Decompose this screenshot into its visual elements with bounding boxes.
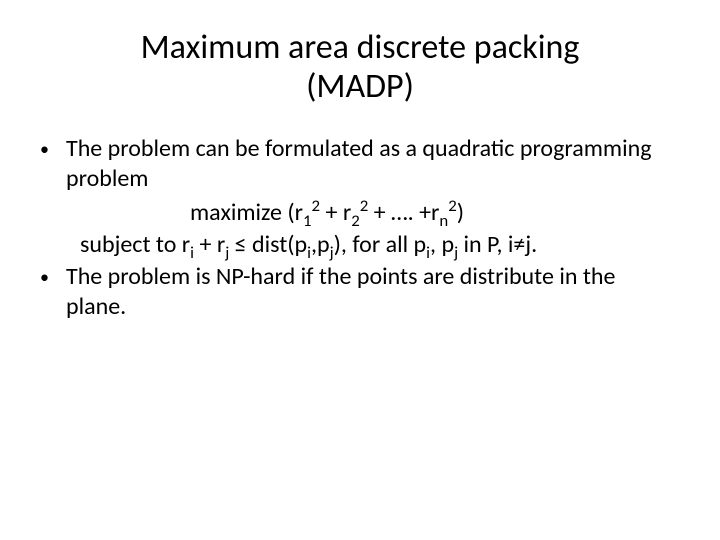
in-p: in P, i≠j. <box>458 230 537 259</box>
bullet-item-1: • The problem can be formulated as a qua… <box>40 134 680 194</box>
sub-n: n <box>439 210 448 231</box>
bullet-marker: • <box>40 134 66 194</box>
constraint-equation: subject to ri + rj ≤ dist(pi,pj), for al… <box>40 230 680 260</box>
sub-2: 2 <box>351 210 360 231</box>
eq-plus-a: + r <box>320 198 351 227</box>
slide-title: Maximum area discrete packing (MADP) <box>40 28 680 106</box>
plus-r: + r <box>194 230 225 259</box>
sup-2b: 2 <box>360 195 369 216</box>
eq-dots: + …. +r <box>368 198 439 227</box>
sub-1: 1 <box>303 210 312 231</box>
title-line-2: (MADP) <box>306 66 414 107</box>
sup-2c: 2 <box>448 195 457 216</box>
comma-p-a: ,p <box>311 230 330 259</box>
title-line-1: Maximum area discrete packing <box>141 27 580 68</box>
slide-content: • The problem can be formulated as a qua… <box>40 134 680 322</box>
maximize-keyword: maximize (r <box>190 198 303 227</box>
bullet-marker-2: • <box>40 262 66 322</box>
sup-2a: 2 <box>312 195 321 216</box>
comma-p-b: , p <box>430 230 454 259</box>
bullet-1-text: The problem can be formulated as a quadr… <box>66 134 680 194</box>
bullet-2-text: The problem is NP-hard if the points are… <box>66 262 680 322</box>
eq-close: ) <box>457 198 464 227</box>
objective-equation: maximize (r12 + r22 + …. +rn2) <box>40 198 680 228</box>
subject-to-keyword: subject to r <box>80 230 190 259</box>
leq-dist: ≤ dist(p <box>229 230 307 259</box>
bullet-item-2: • The problem is NP-hard if the points a… <box>40 262 680 322</box>
slide-container: Maximum area discrete packing (MADP) • T… <box>0 0 720 540</box>
forall: ), for all p <box>334 230 427 259</box>
